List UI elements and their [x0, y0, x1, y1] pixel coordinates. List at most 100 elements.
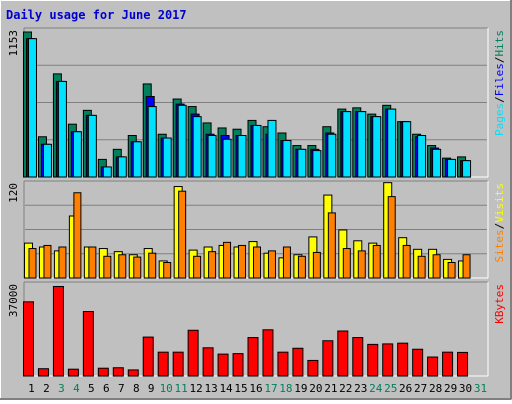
bar-pages-day-29 — [447, 158, 457, 178]
bar-kbytes-day-16 — [247, 337, 259, 377]
bar-pages-day-26 — [402, 121, 412, 178]
bar-pages-day-13 — [207, 134, 217, 178]
x-tick-label-day-5: 5 — [88, 382, 95, 395]
bar-pages-day-5 — [87, 114, 97, 178]
x-tick-label-day-14: 14 — [219, 382, 233, 395]
bar-sites-day-2 — [43, 244, 52, 279]
bar-sites-day-5 — [88, 246, 97, 279]
bar-pages-day-9 — [147, 106, 157, 178]
legend-entry: Visits — [493, 183, 506, 223]
bar-kbytes-day-1 — [22, 301, 34, 377]
bar-kbytes-day-21 — [322, 340, 334, 377]
bar-kbytes-day-25 — [382, 343, 394, 377]
bar-kbytes-day-30 — [457, 351, 469, 377]
bar-sites-day-1 — [28, 248, 37, 279]
panel-visits-sites: 120 Sites/Visits — [7, 180, 506, 279]
x-tick-label-day-21: 21 — [324, 382, 337, 395]
x-tick-label-day-29: 29 — [444, 382, 457, 395]
bar-sites-day-28 — [432, 254, 441, 279]
bar-sites-day-13 — [208, 251, 217, 279]
x-tick-label-day-9: 9 — [148, 382, 155, 395]
x-tick-label-day-3: 3 — [58, 382, 65, 395]
bar-sites-day-14 — [223, 241, 232, 279]
bar-kbytes-day-17 — [262, 329, 274, 377]
legend-entry: Sites — [493, 229, 506, 262]
bar-pages-day-19 — [297, 148, 307, 178]
bar-sites-day-11 — [178, 190, 187, 279]
bar-kbytes-day-3 — [52, 285, 64, 377]
bar-pages-day-2 — [42, 143, 52, 178]
bar-kbytes-day-29 — [442, 351, 454, 377]
x-tick-label-day-18: 18 — [279, 382, 292, 395]
panel-kbytes: 37000 KBytes — [7, 281, 506, 377]
bar-sites-day-6 — [103, 255, 112, 279]
chart-title: Daily usage for June 2017 — [6, 8, 187, 22]
bar-kbytes-day-24 — [367, 343, 379, 377]
bar-sites-day-26 — [402, 244, 411, 279]
bar-kbytes-day-10 — [157, 351, 169, 377]
bar-pages-day-10 — [162, 137, 172, 178]
bar-kbytes-day-12 — [187, 329, 199, 377]
x-tick-label-day-31: 31 — [474, 382, 487, 395]
bar-kbytes-day-28 — [427, 356, 439, 377]
bar-kbytes-day-19 — [292, 347, 304, 377]
x-tick-label-day-15: 15 — [234, 382, 247, 395]
y-axis-max-label: 1153 — [7, 30, 20, 57]
bar-kbytes-day-5 — [82, 311, 94, 377]
bar-pages-day-11 — [177, 104, 187, 178]
x-tick-label-day-13: 13 — [204, 382, 217, 395]
legend-entry: KBytes — [493, 284, 506, 324]
x-tick-label-day-1: 1 — [28, 382, 35, 395]
bar-pages-day-4 — [72, 131, 82, 178]
bar-pages-day-28 — [432, 148, 442, 178]
bar-kbytes-day-14 — [217, 353, 229, 377]
bar-kbytes-day-7 — [112, 367, 124, 377]
x-tick-label-day-12: 12 — [190, 382, 203, 395]
x-tick-label-day-4: 4 — [73, 382, 80, 395]
bar-sites-day-17 — [267, 250, 276, 279]
legend-entry: Pages — [493, 103, 506, 136]
bar-pages-day-23 — [357, 111, 367, 178]
bar-pages-day-16 — [252, 124, 262, 178]
bar-sites-day-12 — [193, 255, 202, 279]
bar-pages-day-20 — [312, 150, 322, 178]
bar-sites-day-3 — [58, 246, 67, 279]
bar-kbytes-day-4 — [67, 368, 79, 377]
bar-kbytes-day-18 — [277, 351, 289, 377]
bar-kbytes-day-20 — [307, 359, 319, 377]
bar-pages-day-24 — [372, 116, 382, 178]
bar-sites-day-25 — [387, 196, 396, 279]
x-tick-label-day-22: 22 — [339, 382, 352, 395]
bar-pages-day-17 — [267, 119, 277, 178]
bar-pages-day-22 — [342, 111, 352, 178]
bar-kbytes-day-11 — [172, 351, 184, 377]
bar-sites-day-10 — [163, 262, 172, 279]
bar-sites-day-8 — [133, 256, 142, 279]
x-tick-label-day-6: 6 — [103, 382, 110, 395]
bar-sites-day-9 — [148, 252, 157, 279]
x-tick-label-day-30: 30 — [459, 382, 472, 395]
bar-pages-day-18 — [282, 140, 292, 178]
bar-pages-day-30 — [462, 160, 472, 178]
bar-sites-day-19 — [297, 255, 306, 279]
bar-kbytes-day-27 — [412, 348, 424, 377]
bar-pages-day-3 — [57, 80, 67, 178]
bar-sites-day-7 — [118, 254, 127, 279]
x-tick-label-day-26: 26 — [399, 382, 412, 395]
bar-pages-day-1 — [27, 38, 37, 178]
bar-pages-day-25 — [387, 108, 397, 178]
legend-kbytes: KBytes — [493, 284, 506, 324]
bar-sites-day-21 — [327, 212, 336, 279]
bar-kbytes-day-26 — [397, 342, 409, 377]
bar-sites-day-18 — [282, 246, 291, 279]
bar-pages-day-12 — [192, 116, 202, 178]
bar-kbytes-day-15 — [232, 353, 244, 377]
bar-sites-day-23 — [357, 250, 366, 279]
bar-pages-day-8 — [132, 141, 142, 178]
x-tick-label-day-2: 2 — [43, 382, 50, 395]
bar-kbytes-day-8 — [127, 369, 139, 377]
bar-sites-day-16 — [253, 246, 261, 279]
bar-kbytes-day-6 — [97, 367, 109, 377]
